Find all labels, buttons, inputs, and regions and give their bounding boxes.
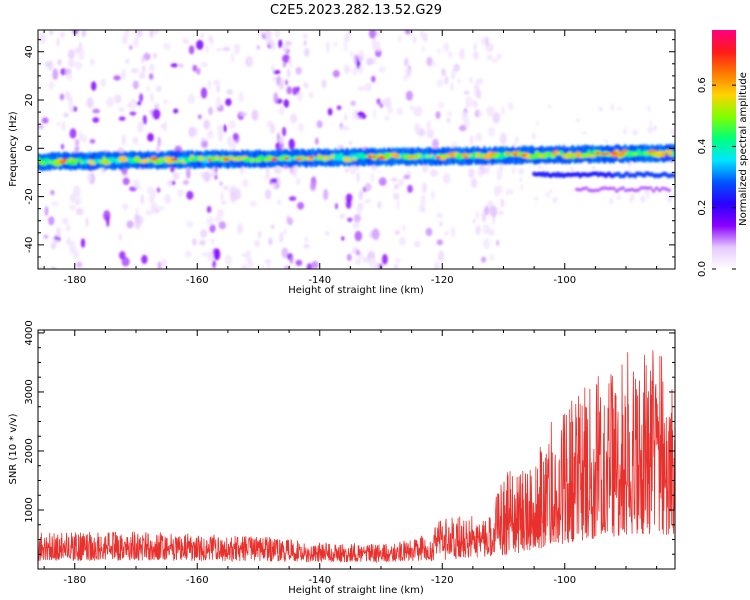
snr-y-axis-label: SNR (10 * v/v) — [8, 413, 19, 484]
snr-panel: -180 -160 -140 -120 -100 1000 2000 3000 4000 He… — [8, 320, 676, 596]
y-tick-label: 20 — [24, 94, 35, 107]
colorbar-gradient — [712, 30, 736, 269]
y-tick-label: 40 — [24, 45, 35, 58]
x-tick-label: -100 — [553, 275, 576, 286]
y-tick-label: 3000 — [24, 379, 35, 404]
spectrogram-panel: -180 -160 -140 -120 -100 -40 -20 0 20 40 Height … — [8, 29, 676, 296]
y-tick-label: 0 — [24, 145, 35, 151]
x-tick-label: -140 — [308, 575, 331, 586]
y-tick-label: -40 — [24, 237, 35, 253]
x-tick-label: -160 — [186, 575, 209, 586]
spectrogram-x-axis-label: Height of straight line (km) — [288, 285, 424, 296]
x-tick-label: -120 — [431, 275, 454, 286]
snr-frame — [37, 329, 676, 570]
colorbar: 0.0 0.2 0.4 0.6 Normalized spectral amplitu… — [697, 30, 749, 277]
snr-x-ticks: -180 -160 -140 -120 -100 — [43, 330, 658, 586]
snr-x-axis-label: Height of straight line (km) — [288, 585, 424, 596]
y-tick-label: 1000 — [24, 497, 35, 522]
colorbar-tick-label: 0.2 — [697, 200, 708, 216]
spectrogram-frame — [37, 29, 676, 270]
snr-y-ticks: 1000 2000 3000 4000 — [24, 320, 675, 555]
y-tick-label: -20 — [24, 188, 35, 204]
x-tick-label: -160 — [186, 275, 209, 286]
spectrogram-y-ticks: -40 -20 0 20 40 — [24, 39, 675, 270]
figure-title: C2E5.2023.282.13.52.G29 — [270, 3, 442, 18]
x-tick-label: -180 — [63, 575, 86, 586]
x-tick-label: -180 — [63, 275, 86, 286]
x-tick-label: -100 — [553, 575, 576, 586]
colorbar-tick-label: 0.0 — [697, 261, 708, 277]
snr-series-line — [38, 350, 675, 564]
x-tick-label: -140 — [308, 275, 331, 286]
x-tick-label: -120 — [431, 575, 454, 586]
y-tick-label: 2000 — [24, 438, 35, 463]
y-tick-label: 4000 — [24, 320, 35, 345]
spectrogram-x-ticks: -180 -160 -140 -120 -100 — [43, 30, 658, 286]
spectrogram-y-axis-label: Frequency (Hz) — [8, 111, 19, 187]
colorbar-label: Normalized spectral amplitude — [738, 72, 749, 226]
colorbar-tick-label: 0.6 — [697, 77, 708, 93]
colorbar-ticks: 0.0 0.2 0.4 0.6 — [697, 77, 736, 277]
colorbar-tick-label: 0.4 — [697, 138, 708, 154]
spectrogram-heatmap — [38, 30, 675, 269]
